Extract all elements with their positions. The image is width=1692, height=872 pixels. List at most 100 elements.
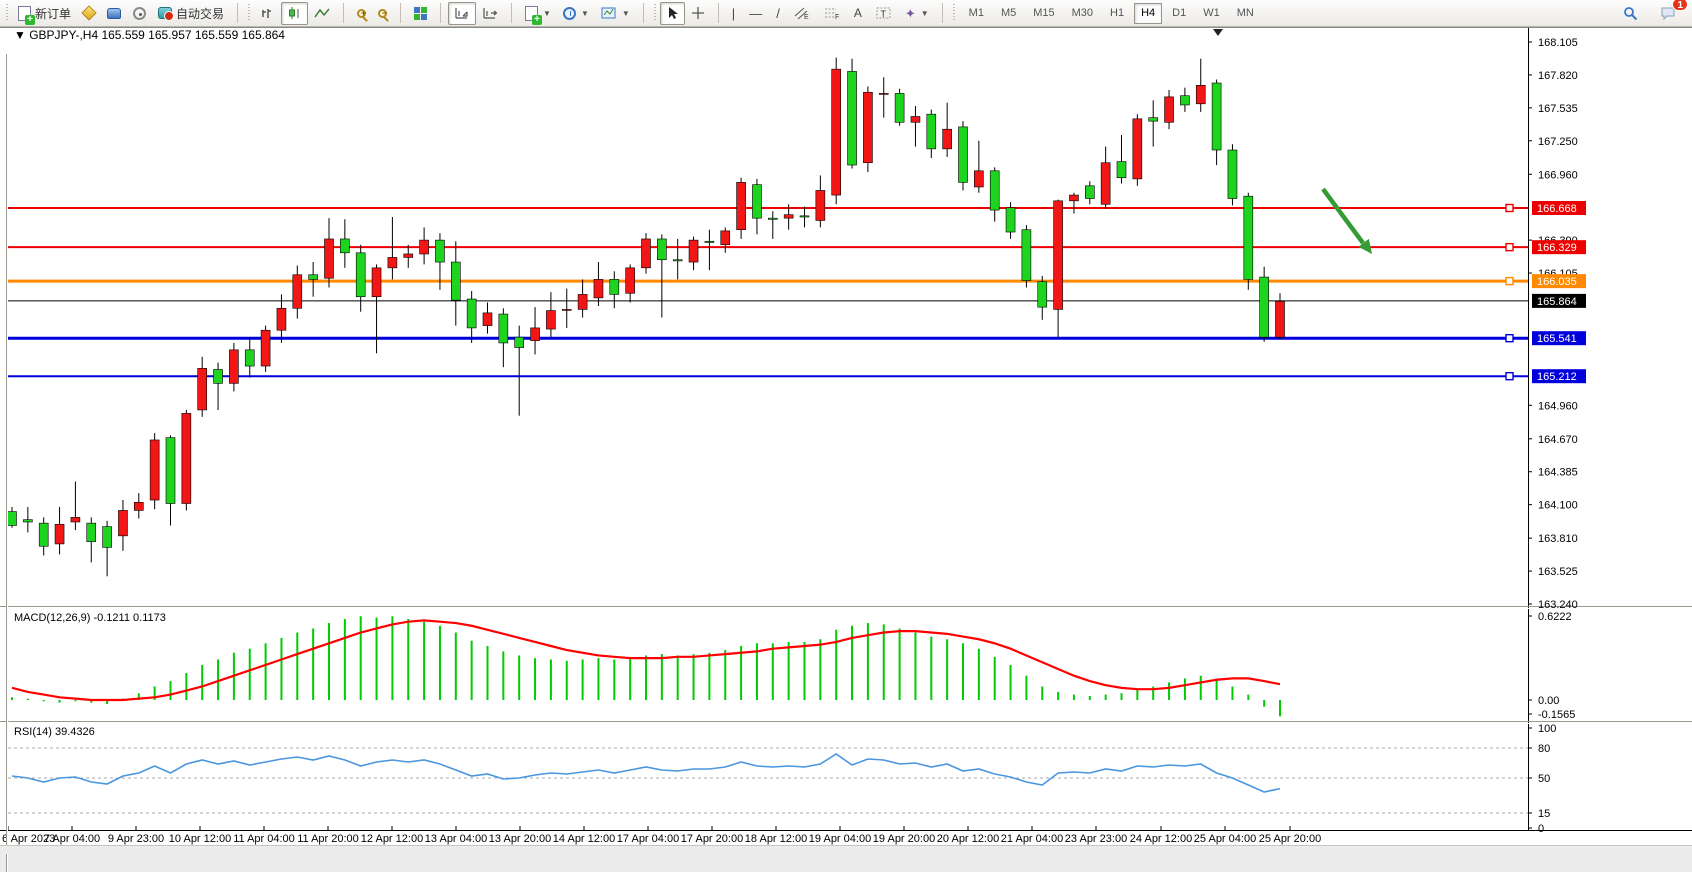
candle-bullish (482, 312, 493, 326)
bar-chart-icon (262, 9, 272, 18)
periods-button[interactable]: ▼ (557, 2, 595, 25)
arrows-tool-button[interactable]: ✦ ▼ (899, 2, 935, 25)
auto-trading-label: 自动交易 (176, 6, 225, 21)
auto-scroll-button[interactable] (448, 1, 477, 25)
price-tick-label: 167.820 (1538, 70, 1578, 82)
candle-bullish (260, 329, 271, 367)
timeframe-button-h4[interactable]: H4 (1134, 2, 1163, 24)
price-tick-label: 163.525 (1538, 566, 1578, 578)
time-tick-label: 13 Apr 04:00 (425, 833, 487, 845)
toolbar-drag-handle[interactable] (951, 4, 957, 22)
text-tool-button[interactable]: A (848, 2, 868, 25)
toolbar-drag-handle[interactable] (652, 4, 658, 22)
zoom-in-button[interactable]: + (351, 2, 372, 25)
price-line-badge-label: 165.212 (1537, 371, 1577, 383)
price-line-badge (1532, 274, 1586, 289)
timeframe-button-m1[interactable]: M1 (968, 6, 984, 19)
tile-windows-button[interactable] (408, 2, 433, 25)
notifications-button[interactable]: 1 (1654, 0, 1688, 25)
candle-bearish (1085, 185, 1095, 199)
auto-trading-icon (158, 7, 175, 21)
candle-bearish (1211, 82, 1222, 151)
timeframe-button-m5[interactable]: M5 (1000, 6, 1017, 19)
chart-shift-marker[interactable] (1213, 29, 1223, 36)
chart-window[interactable]: 168.105 167.820 167.535 167.250 166.960 166.3… (0, 27, 1692, 872)
candle-bearish (355, 252, 366, 298)
candle-bearish (767, 217, 778, 220)
timeframe-button-d1[interactable]: D1 (1172, 6, 1187, 19)
vertical-line-button[interactable]: | (726, 2, 741, 25)
timeframe-button-m15[interactable]: M15 (1033, 6, 1055, 19)
time-tick-label: 10 Apr 12:00 (169, 833, 231, 845)
toolbar-drag-handle[interactable] (247, 4, 253, 22)
templates-button[interactable]: ▼ (595, 2, 636, 25)
candle-bearish (752, 184, 762, 219)
indicators-button[interactable]: ▼ (519, 2, 557, 25)
line-drag-handle[interactable] (1505, 203, 1514, 213)
chevron-down-icon: ▼ (621, 8, 630, 18)
horizontal-line-button[interactable]: — (743, 2, 768, 25)
trendline-button[interactable]: / (770, 2, 786, 25)
expert-advisor-icon (107, 7, 122, 19)
line-drag-handle[interactable] (1505, 371, 1514, 381)
line-drag-handle[interactable] (1505, 276, 1514, 286)
fibonacci-button[interactable]: F (818, 2, 846, 25)
macd-tick-label: 0.6222 (1538, 611, 1572, 623)
timeframe-button-h1[interactable]: H1 (1110, 6, 1125, 19)
time-tick-label: 20 Apr 12:00 (937, 833, 999, 845)
line-chart-button[interactable] (308, 2, 336, 25)
rsi-line (11, 753, 1281, 793)
cursor-button[interactable] (659, 1, 685, 25)
candle-bearish (435, 239, 445, 263)
search-button[interactable] (1617, 2, 1644, 25)
chart-shift-button[interactable] (476, 2, 504, 25)
zoom-out-button[interactable]: − (372, 2, 393, 25)
chevron-down-icon: ▼ (580, 8, 589, 18)
line-drag-handle[interactable] (1505, 242, 1514, 252)
chart-title: ▼ GBPJPY-,H4 165.559 165.957 165.559 165… (14, 28, 285, 42)
signals-button[interactable] (127, 2, 152, 25)
time-tick-label: 9 Apr 23:00 (108, 833, 164, 845)
toolbar-drag-handle[interactable] (5, 4, 10, 22)
time-tick-label: 25 Apr 20:00 (1259, 833, 1321, 845)
timeframe-button-w1[interactable]: W1 (1203, 6, 1220, 19)
arrow-annotation-head[interactable] (1358, 238, 1372, 254)
channel-button[interactable]: E (788, 2, 816, 25)
price-chart-canvas[interactable]: 168.105 167.820 167.535 167.250 166.960 166.3… (0, 27, 1692, 845)
candle-bearish (1180, 95, 1190, 106)
crosshair-button[interactable] (685, 2, 711, 25)
text-label-button[interactable]: T (870, 2, 897, 25)
market-watch-button[interactable] (77, 2, 101, 25)
candle-bullish (942, 128, 952, 150)
tile-windows-icon (414, 6, 428, 20)
candle-bullish (197, 368, 207, 411)
timeframe-button-m30[interactable]: M30 (1071, 6, 1094, 19)
candle-bullish (736, 182, 746, 231)
channel-icon: E (794, 7, 809, 20)
arrow-annotation-line[interactable] (1321, 187, 1365, 245)
bar-chart-button[interactable] (254, 2, 281, 25)
time-tick-label: 24 Apr 12:00 (1130, 833, 1192, 845)
candle-bearish (1227, 149, 1238, 199)
new-order-label: 新订单 (35, 6, 72, 21)
candle-bullish (292, 274, 303, 309)
candle-bullish (70, 517, 81, 523)
timeframe-button-mn[interactable]: MN (1236, 6, 1254, 19)
candlestick-chart-button[interactable] (281, 1, 309, 25)
auto-trading-button[interactable]: 自动交易 (152, 2, 230, 25)
macd-tick-label: -0.1565 (1538, 709, 1575, 721)
candle-bearish (340, 238, 350, 254)
expert-advisors-button[interactable] (101, 2, 127, 25)
candle-bullish (229, 349, 239, 384)
candle-bearish (165, 437, 176, 504)
candle-bearish (672, 259, 683, 262)
candle-bearish (958, 126, 968, 183)
price-line-badge (1532, 201, 1586, 216)
time-tick-label: 11 Apr 20:00 (297, 833, 359, 845)
line-drag-handle[interactable] (1505, 333, 1514, 343)
candle-bearish (244, 349, 255, 367)
new-order-button[interactable]: 新订单 (12, 2, 77, 25)
candle-bearish (657, 238, 667, 261)
candle-bearish (102, 526, 112, 548)
price-tick-label: 168.105 (1538, 37, 1578, 49)
